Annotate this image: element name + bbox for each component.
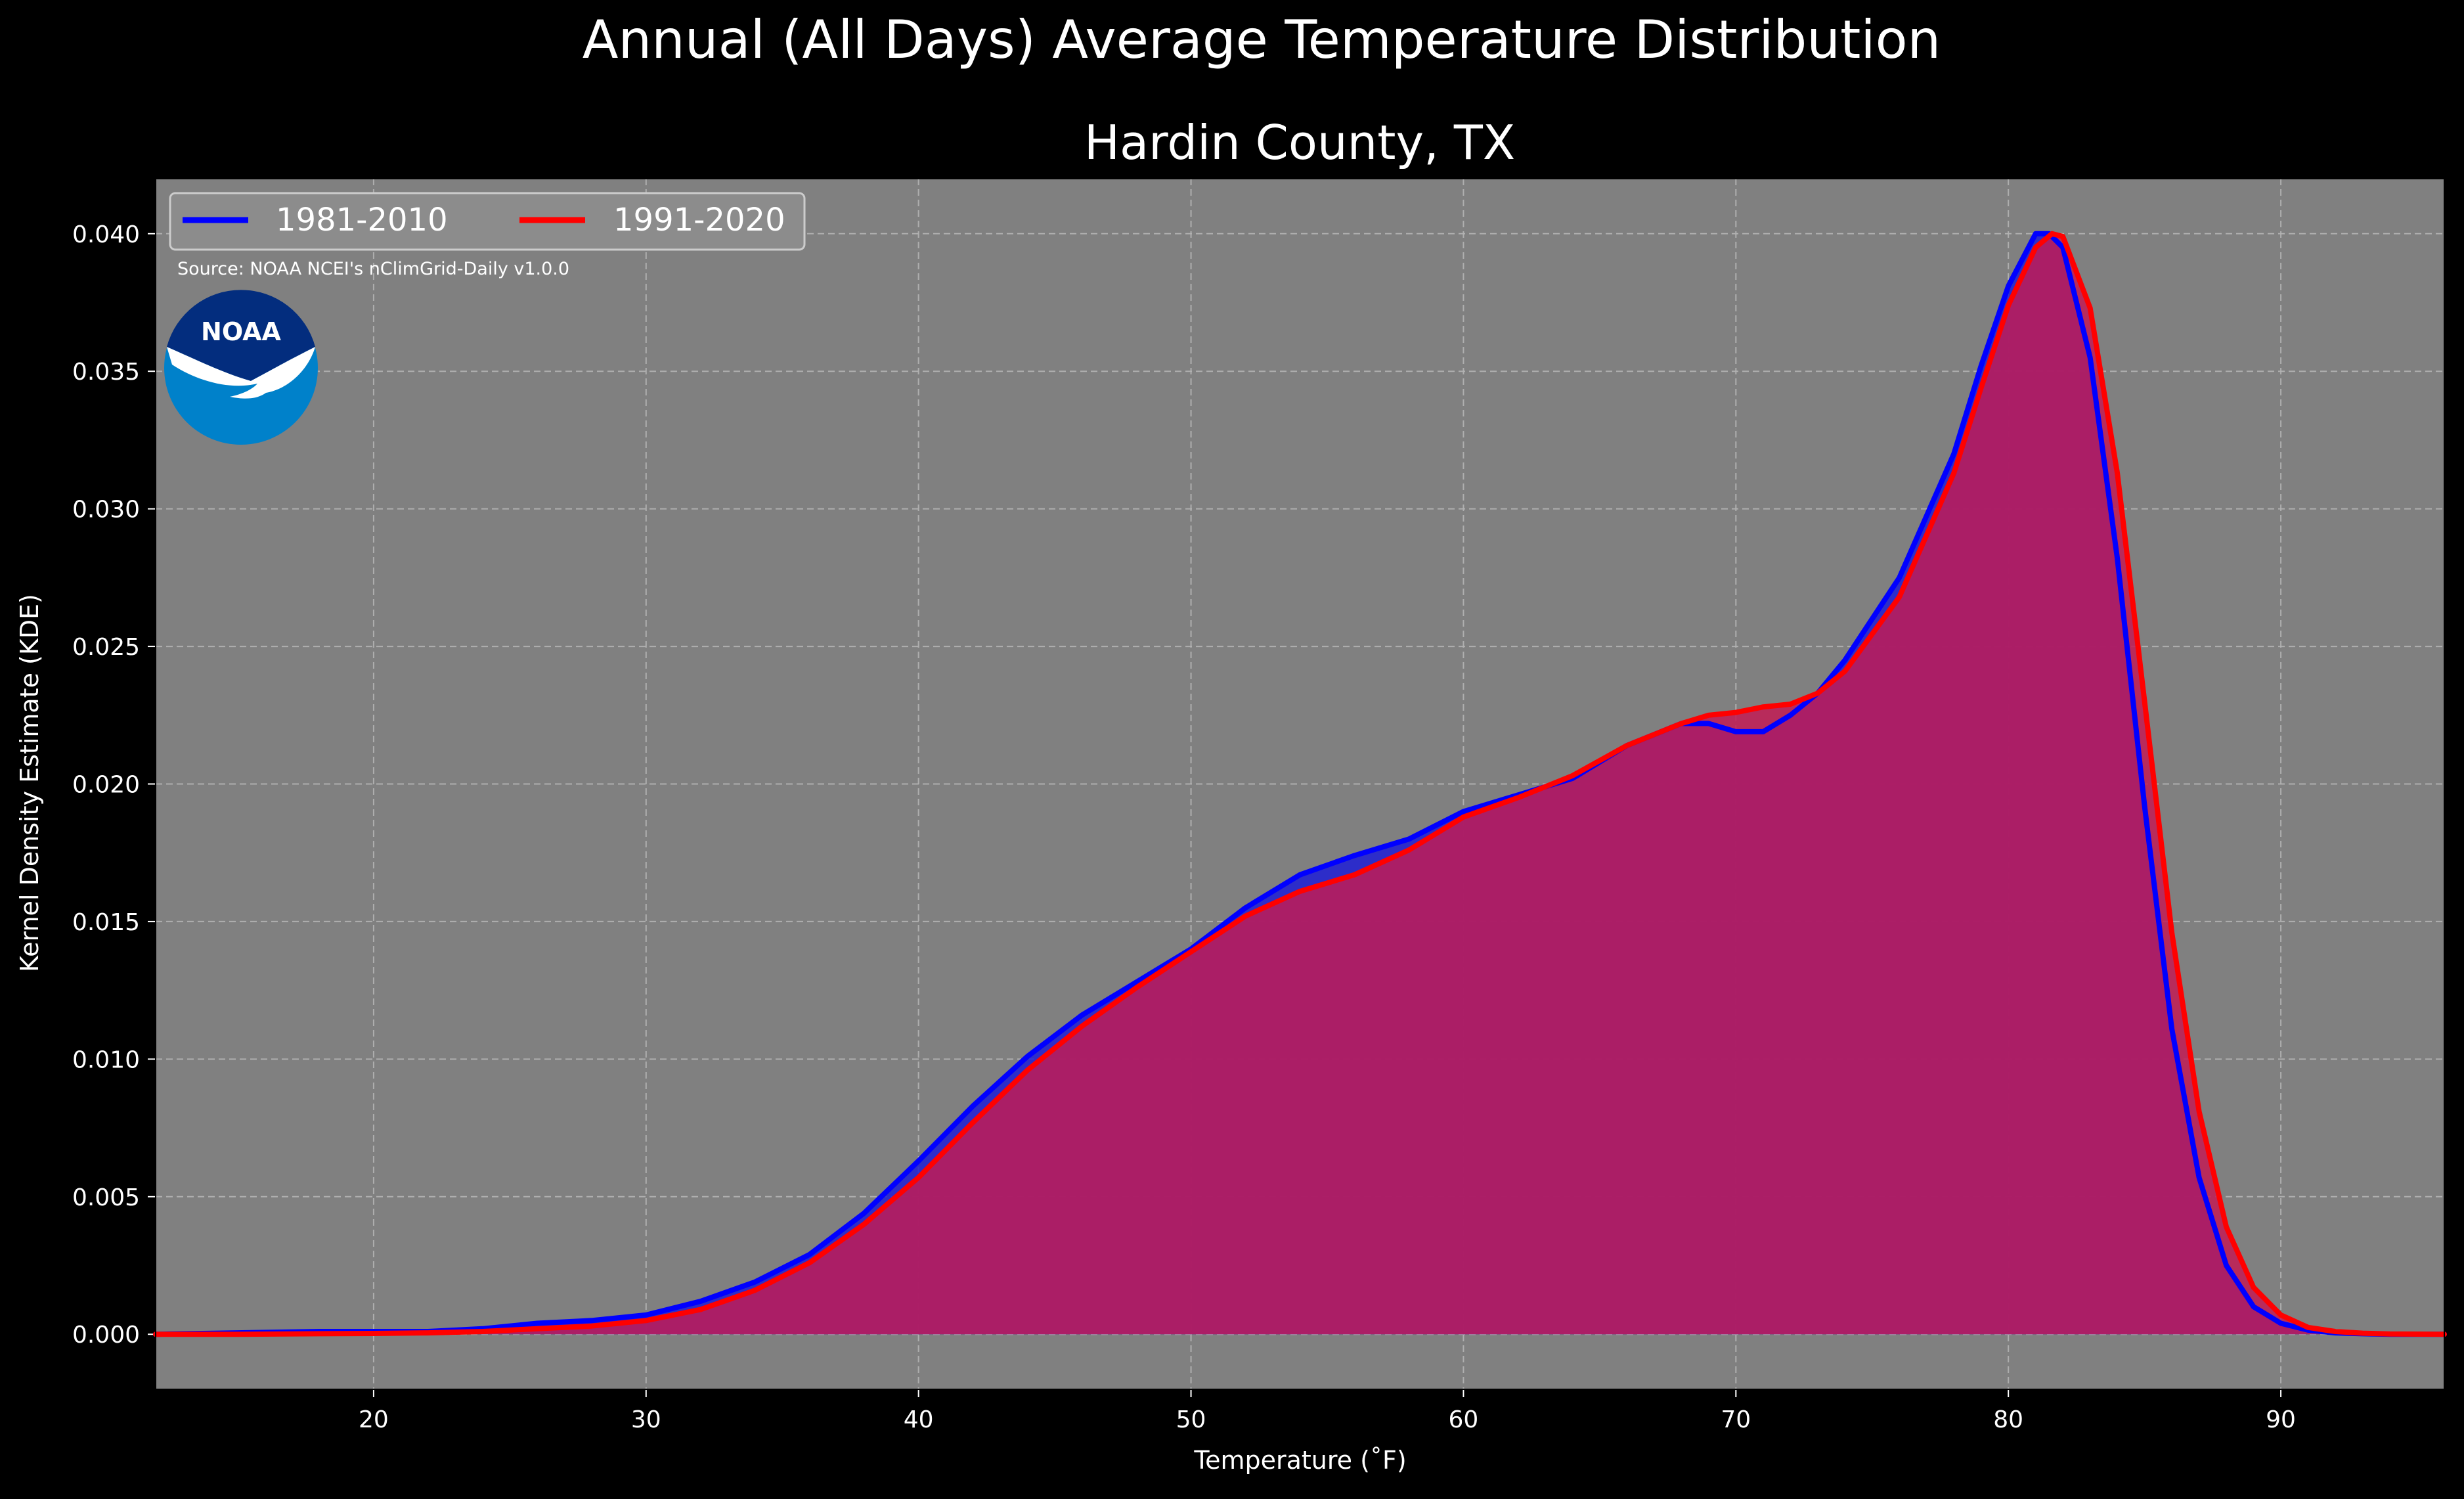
y-tick-label: 0.015 — [72, 909, 140, 936]
legend: 1981-2010 1991-2020 — [169, 192, 806, 251]
area-fill-1991-2020 — [156, 233, 2444, 1335]
legend-label-1981-2010: 1981-2010 — [276, 202, 448, 238]
series-line-1991-2020 — [153, 231, 2447, 1337]
x-tick-label: 70 — [1721, 1406, 1751, 1433]
y-tick-label: 0.005 — [72, 1184, 140, 1211]
y-axis-label: Kernel Density Estimate (KDE) — [15, 594, 44, 972]
noaa-logo-inner — [167, 290, 315, 381]
x-tick-label: 30 — [631, 1406, 661, 1433]
y-tick-label: 0.030 — [72, 497, 140, 524]
legend-label-1991-2020: 1991-2020 — [613, 202, 785, 238]
y-tick-label: 0.025 — [72, 634, 140, 661]
noaa-logo-text: NOAA — [201, 317, 281, 346]
y-tick-label: 0.040 — [72, 221, 140, 248]
y-tick-label: 0.010 — [72, 1046, 140, 1073]
noaa-logo-icon: NOAA — [164, 290, 318, 445]
x-tick-label: 50 — [1176, 1406, 1206, 1433]
plot-frame — [155, 178, 2445, 1390]
chart-title: Hardin County, TX — [1084, 115, 1515, 170]
y-tick-label: 0.035 — [72, 359, 140, 386]
noaa-logo-wing — [167, 347, 315, 399]
x-axis-label: Temperature (˚F) — [1193, 1446, 1406, 1475]
x-tick-label: 80 — [1993, 1406, 2023, 1433]
x-tick-label: 40 — [904, 1406, 934, 1433]
x-tick-label: 20 — [359, 1406, 389, 1433]
source-note: Source: NOAA NCEI's nClimGrid-Daily v1.0… — [177, 259, 569, 279]
legend-frame — [169, 192, 806, 251]
y-tick-label: 0.000 — [72, 1322, 140, 1349]
figure-suptitle: Annual (All Days) Average Temperature Di… — [583, 9, 1941, 70]
x-tick-label: 90 — [2266, 1406, 2296, 1433]
plot-area: 20 30 40 50 60 70 80 90 0.000 0.005 0.010 0.015 0.02… — [72, 178, 2447, 1433]
x-tick-label: 60 — [1449, 1406, 1479, 1433]
y-tick-label: 0.020 — [72, 772, 140, 799]
